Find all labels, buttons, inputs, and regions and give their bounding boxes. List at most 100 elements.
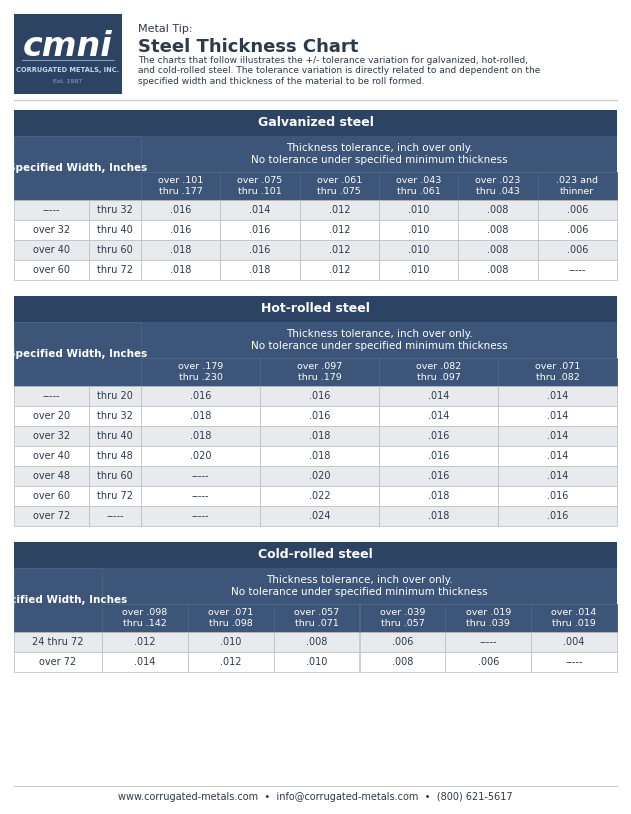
Text: .008: .008	[487, 265, 509, 275]
Bar	[379, 172, 458, 200]
Bar	[141, 466, 260, 486]
Bar	[14, 406, 89, 426]
Bar	[379, 260, 458, 280]
Bar	[300, 240, 379, 260]
Bar	[260, 486, 379, 506]
Bar	[141, 172, 220, 200]
Text: .012: .012	[329, 265, 350, 275]
Text: cmni: cmni	[23, 29, 113, 63]
Bar	[538, 260, 617, 280]
Text: .018: .018	[190, 431, 211, 441]
Text: -----: -----	[569, 265, 586, 275]
Bar	[102, 652, 188, 672]
Bar	[141, 426, 260, 446]
Bar	[260, 426, 379, 446]
Text: .022: .022	[309, 491, 330, 501]
Text: .006: .006	[478, 657, 499, 667]
Bar	[300, 200, 379, 220]
Text: .008: .008	[487, 225, 509, 235]
Text: .014: .014	[547, 391, 568, 401]
Bar	[89, 260, 141, 280]
Bar	[458, 200, 538, 220]
Text: .010: .010	[408, 225, 429, 235]
Bar	[14, 542, 617, 568]
Bar	[14, 386, 89, 406]
Text: .018: .018	[309, 431, 330, 441]
Text: Specified Width, Inches: Specified Width, Inches	[8, 349, 147, 359]
Bar	[360, 652, 445, 672]
Text: Specified Width, Inches: Specified Width, Inches	[0, 595, 127, 605]
Bar	[498, 406, 617, 426]
Bar	[260, 386, 379, 406]
Text: over .071
thru .082: over .071 thru .082	[535, 362, 580, 382]
Bar	[89, 426, 141, 446]
Bar	[14, 14, 122, 94]
Text: .018: .018	[249, 265, 271, 275]
Text: Thickness tolerance, inch over only.
No tolerance under specified minimum thickn: Thickness tolerance, inch over only. No …	[251, 143, 507, 164]
Bar	[498, 426, 617, 446]
Bar	[445, 604, 531, 632]
Bar	[498, 446, 617, 466]
Text: Thickness tolerance, inch over only.
No tolerance under specified minimum thickn: Thickness tolerance, inch over only. No …	[251, 329, 507, 351]
Bar	[300, 260, 379, 280]
Bar	[14, 322, 141, 386]
Bar	[458, 220, 538, 240]
Text: 24 thru 72: 24 thru 72	[32, 637, 84, 647]
Text: .018: .018	[309, 451, 330, 461]
Bar	[14, 240, 89, 260]
Text: over .075
thru .101: over .075 thru .101	[237, 177, 283, 195]
Bar	[498, 506, 617, 526]
Bar	[274, 632, 360, 652]
Bar	[14, 506, 89, 526]
Text: .012: .012	[329, 225, 350, 235]
Bar	[531, 632, 617, 652]
Text: www.corrugated-metals.com  •  info@corrugated-metals.com  •  (800) 621-5617: www.corrugated-metals.com • info@corruga…	[118, 792, 512, 802]
Text: over .061
thru .075: over .061 thru .075	[317, 177, 362, 195]
Text: Hot-rolled steel: Hot-rolled steel	[261, 303, 370, 316]
Bar	[14, 220, 89, 240]
Text: .004: .004	[563, 637, 585, 647]
Text: .006: .006	[567, 205, 588, 215]
Text: .016: .016	[170, 225, 191, 235]
Text: -----: -----	[192, 511, 209, 521]
Text: .014: .014	[547, 451, 568, 461]
Bar	[220, 240, 300, 260]
Text: .006: .006	[567, 245, 588, 255]
Bar	[379, 466, 498, 486]
Text: .018: .018	[170, 265, 191, 275]
Text: .012: .012	[329, 205, 350, 215]
Text: .016: .016	[170, 205, 191, 215]
Bar	[458, 260, 538, 280]
Bar	[141, 506, 260, 526]
Text: .008: .008	[306, 637, 327, 647]
Text: over .043
thru .061: over .043 thru .061	[396, 177, 441, 195]
Bar	[14, 296, 617, 322]
Text: over 48: over 48	[33, 471, 70, 481]
Bar	[188, 604, 274, 632]
Text: over 60: over 60	[33, 491, 70, 501]
Bar	[498, 358, 617, 386]
Text: thru 32: thru 32	[97, 411, 133, 421]
Bar	[379, 486, 498, 506]
Text: .016: .016	[428, 431, 449, 441]
Bar	[274, 652, 360, 672]
Text: .014: .014	[547, 411, 568, 421]
Bar	[14, 136, 141, 200]
Bar	[300, 220, 379, 240]
Text: over 72: over 72	[33, 511, 70, 521]
Bar	[14, 466, 89, 486]
Text: over 32: over 32	[33, 431, 70, 441]
Text: thru 72: thru 72	[97, 265, 133, 275]
Text: Steel Thickness Chart: Steel Thickness Chart	[138, 38, 358, 56]
Text: .018: .018	[428, 491, 449, 501]
Text: .010: .010	[408, 205, 429, 215]
Bar	[538, 200, 617, 220]
Bar	[89, 386, 141, 406]
Bar	[379, 406, 498, 426]
Bar	[531, 604, 617, 632]
Bar	[141, 386, 260, 406]
Text: -----: -----	[192, 491, 209, 501]
Text: thru 60: thru 60	[97, 471, 133, 481]
Bar	[188, 632, 274, 652]
Text: .008: .008	[392, 657, 413, 667]
